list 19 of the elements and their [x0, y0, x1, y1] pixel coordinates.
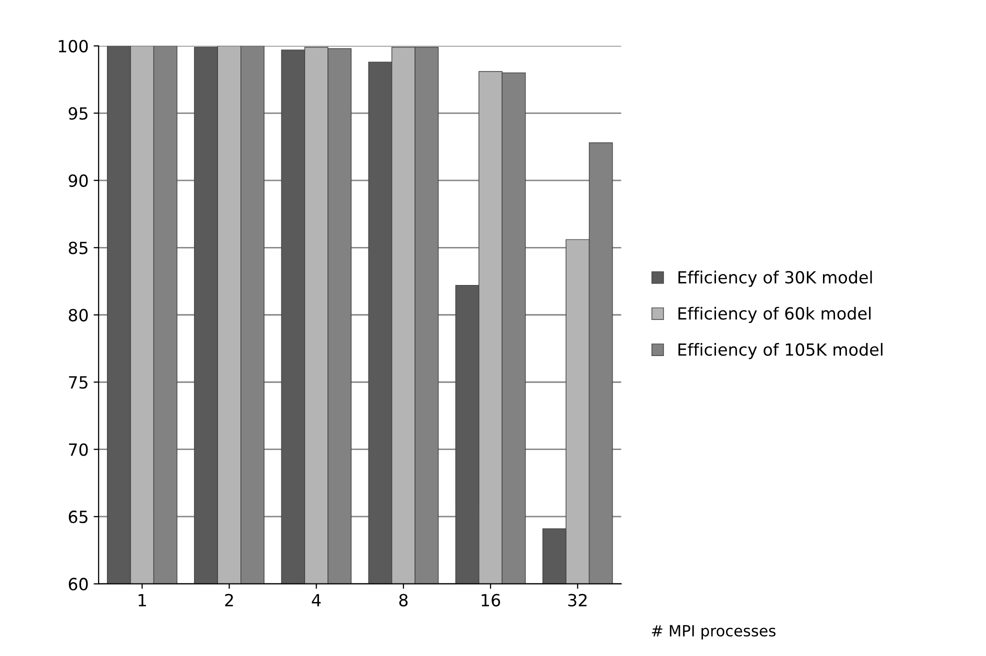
x-tick-label: 8: [399, 594, 408, 606]
y-tick-label: 90: [68, 174, 88, 187]
y-tick-label: 65: [68, 510, 88, 524]
legend-label: Efficiency of 30K model: [678, 270, 872, 287]
y-tick-label: 95: [68, 107, 88, 120]
y-tick-label: 85: [68, 242, 88, 254]
y-tick-label: 75: [69, 376, 88, 389]
x-tick-label: 1: [138, 594, 146, 606]
x-axis-title: # MPI processes: [652, 625, 776, 640]
legend-label: Efficiency of 105K model: [678, 342, 882, 360]
y-tick-label: 80: [68, 308, 88, 322]
y-tick-label: 100: [58, 40, 88, 52]
x-tick-label: 4: [312, 594, 321, 606]
x-tick-label: 32: [568, 594, 587, 606]
x-tick-label: 16: [482, 594, 500, 606]
y-tick-label: 60: [68, 578, 88, 590]
y-tick-label: 70: [69, 443, 88, 456]
x-tick-label: 2: [225, 594, 233, 606]
legend-label: Efficiency of 60k model: [678, 306, 871, 323]
